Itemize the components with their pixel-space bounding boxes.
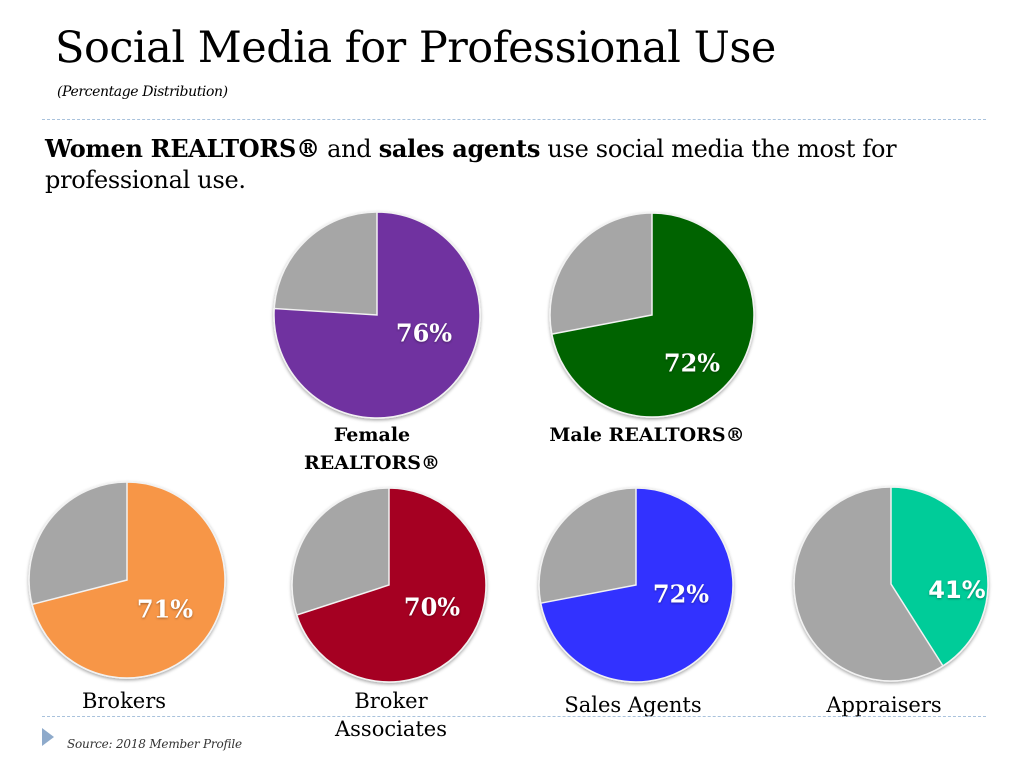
- pie-category-label: Sales Agents: [564, 691, 701, 719]
- pie-brokers: [28, 481, 226, 679]
- pie-value-slice: [273, 211, 481, 419]
- source-note: Source: 2018 Member Profile: [67, 737, 242, 751]
- pie-category-label: Female REALTORS®: [304, 421, 440, 477]
- pie-category-label-line: Female: [333, 424, 411, 446]
- lead-text-rest: use social media the most for profession…: [45, 135, 897, 194]
- pie-category-label-line: Broker: [354, 689, 428, 713]
- pie-percent-label: 70%: [403, 592, 461, 622]
- pie-category-label: Broker Associates: [335, 687, 447, 743]
- pie-sales-agents: [538, 487, 734, 683]
- pie-category-label-line: Brokers: [81, 689, 167, 713]
- pie-category-label: Brokers: [82, 687, 166, 715]
- pie-broker-associates: [291, 487, 487, 683]
- page-title: Social Media for Professional Use: [55, 23, 776, 73]
- pie-category-label-line: Appraisers: [826, 693, 942, 717]
- lead-bold-women: Women REALTORS®: [45, 134, 320, 163]
- pie-value-slice: [31, 481, 226, 679]
- lead-text-and: and: [319, 135, 379, 163]
- pie-category-label-line: Associates: [334, 717, 448, 741]
- pie-category-label-line: Male REALTORS®: [549, 424, 745, 446]
- top-divider: [42, 119, 986, 120]
- bottom-divider: [42, 716, 986, 717]
- pie-value-slice: [890, 486, 989, 667]
- pie-percent-label: 76%: [395, 318, 453, 348]
- pie-category-label: Appraisers: [826, 691, 941, 719]
- distribution-note: (Percentage Distribution): [57, 84, 228, 100]
- pie-category-label-line: Sales Agents: [564, 693, 702, 717]
- pie-male-realtors: [549, 212, 755, 418]
- pie-percent-label: 72%: [663, 348, 721, 378]
- pie-appraisers: [793, 486, 989, 682]
- lead-bold-sales-agents: sales agents: [378, 134, 541, 163]
- pie-value-slice: [295, 487, 487, 683]
- pie-category-label: Male REALTORS®: [549, 421, 744, 449]
- pie-female-realtors: [273, 211, 481, 419]
- pie-percent-label: 71%: [136, 594, 194, 624]
- play-triangle-icon: [42, 728, 54, 746]
- lead-statement: Women REALTORS® and sales agents use soc…: [45, 133, 985, 196]
- pie-percent-label: 72%: [652, 579, 710, 609]
- pie-value-slice: [539, 487, 734, 683]
- pie-value-slice: [550, 212, 755, 418]
- pie-category-label-line: REALTORS®: [303, 452, 441, 474]
- pie-percent-label: 41%: [928, 576, 986, 604]
